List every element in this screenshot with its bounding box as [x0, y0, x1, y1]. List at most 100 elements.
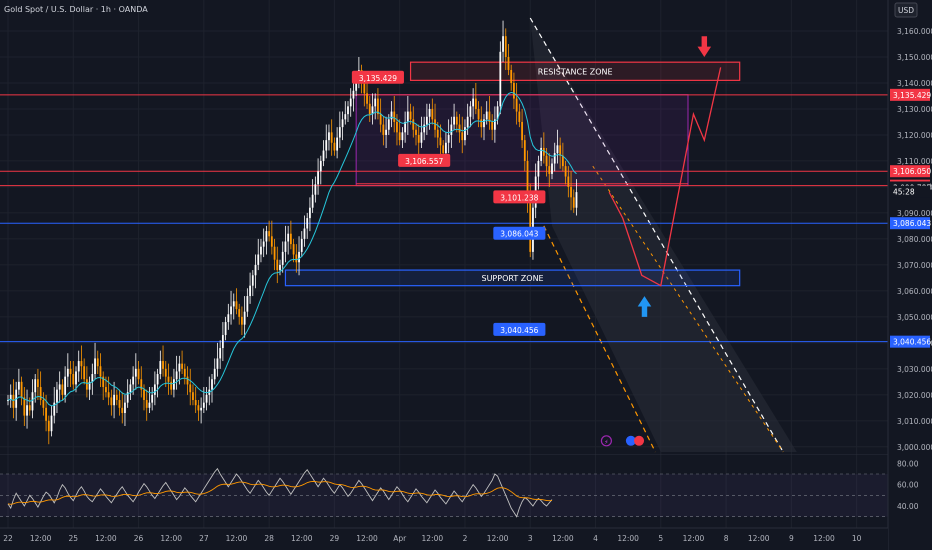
candle-body	[322, 150, 325, 161]
candle-body	[235, 301, 238, 310]
time-tick: 3	[528, 534, 533, 543]
candle-body	[159, 361, 162, 375]
tag-3101-bg	[493, 190, 546, 204]
price-tick: 3,030.000	[897, 365, 932, 374]
zone-label: SUPPORT ZONE	[482, 274, 544, 283]
us-flag-icon-2	[634, 435, 645, 446]
candle-body	[434, 119, 436, 130]
price-tick: 3,060.000	[897, 287, 932, 296]
time-axis[interactable]: 22 12:00 25 12:00 26 12:00 27 12:00 28 12:00 29 12:…	[0, 527, 888, 550]
candle-body	[496, 106, 499, 120]
projection-line	[608, 67, 722, 287]
rsi-tick: 60.00	[897, 481, 919, 490]
candle-body	[295, 254, 298, 263]
candle-body	[197, 405, 200, 411]
candle-body	[28, 405, 31, 411]
time-tick: 12:00	[291, 534, 313, 543]
candle-body	[477, 108, 480, 120]
candle-body	[270, 236, 273, 247]
candle-body	[423, 124, 426, 133]
price-label-bg	[890, 88, 930, 101]
candle-body	[189, 384, 192, 393]
candle-body	[510, 69, 513, 83]
candle-body	[488, 111, 491, 122]
price-tick: 3,080.000	[897, 235, 932, 244]
price-tick: 3,110.000	[897, 157, 932, 166]
candle-body	[298, 251, 300, 263]
candle-body	[311, 194, 314, 208]
candle-body	[420, 132, 423, 143]
candle-body	[273, 246, 276, 260]
candle-body	[303, 228, 306, 239]
price-label: 3,086.043	[893, 219, 931, 228]
candle-body	[99, 366, 102, 377]
candle-body	[183, 368, 186, 377]
candle-body	[371, 106, 374, 115]
candle-body	[170, 381, 173, 390]
candle-body	[64, 376, 67, 395]
candle-body	[338, 127, 341, 138]
time-tick: 12:00	[683, 534, 705, 543]
tag-3106: 3,106.557	[405, 157, 443, 166]
candle-body	[181, 363, 183, 369]
candle-body	[173, 379, 175, 390]
candle-body	[406, 111, 409, 122]
price-tick: 3,130.000	[897, 105, 932, 114]
candle-body	[26, 405, 28, 416]
time-tick: 28	[264, 534, 274, 543]
lightning-icon	[600, 435, 613, 447]
candle-body	[262, 241, 265, 247]
time-tick: 12:00	[813, 534, 835, 543]
candle-body	[417, 134, 420, 143]
candle-body	[34, 379, 37, 393]
candle-body	[281, 251, 284, 265]
time-tick: 12:00	[95, 534, 117, 543]
candle-body	[425, 116, 428, 125]
time-tick: 12:00	[748, 534, 770, 543]
zone-label: RESISTANCE ZONE	[538, 67, 613, 76]
candle-body	[88, 381, 91, 390]
price-tick: 3,000.000	[897, 443, 932, 452]
candle-body	[211, 379, 213, 390]
moving-average	[7, 91, 577, 407]
candle-body	[493, 119, 496, 130]
price-axis[interactable]: USD 3,160.000 3,150.000 3,140.000 3,130.000 3…	[887, 0, 932, 550]
candle-body	[507, 56, 510, 70]
candle-body	[502, 36, 504, 52]
candle-body	[398, 132, 401, 141]
price-tick: 3,070.000	[897, 261, 932, 270]
candle-body	[279, 264, 281, 271]
candle-body	[47, 420, 50, 432]
candle-body	[499, 51, 502, 107]
candle-body	[140, 379, 143, 390]
candle-body	[396, 121, 398, 133]
candle-body	[466, 116, 469, 128]
candle-body	[431, 108, 434, 120]
arrows	[637, 36, 712, 317]
candle-body	[404, 121, 407, 133]
candle-body	[91, 374, 94, 382]
us-flag-icon	[625, 435, 636, 446]
candle-body	[265, 231, 268, 242]
candle-body	[53, 402, 56, 416]
candle-body	[309, 207, 311, 219]
candle-body	[556, 145, 559, 154]
candle-body	[213, 368, 216, 380]
candle-body	[521, 121, 523, 141]
candle-body	[216, 358, 219, 369]
candle-body	[268, 231, 271, 237]
candle-body	[436, 129, 439, 138]
candle-body	[243, 311, 246, 325]
candle-body	[42, 400, 45, 408]
candle-body	[377, 98, 379, 115]
candle-body	[344, 114, 347, 120]
candle-body	[72, 374, 75, 385]
time-tick: 2	[463, 534, 468, 543]
candle-body	[319, 160, 322, 172]
event-icons[interactable]: ⚡	[600, 435, 645, 447]
candle-body	[61, 384, 64, 395]
candle-body	[450, 124, 453, 135]
candle-body	[118, 400, 121, 408]
candle-body	[415, 129, 417, 135]
